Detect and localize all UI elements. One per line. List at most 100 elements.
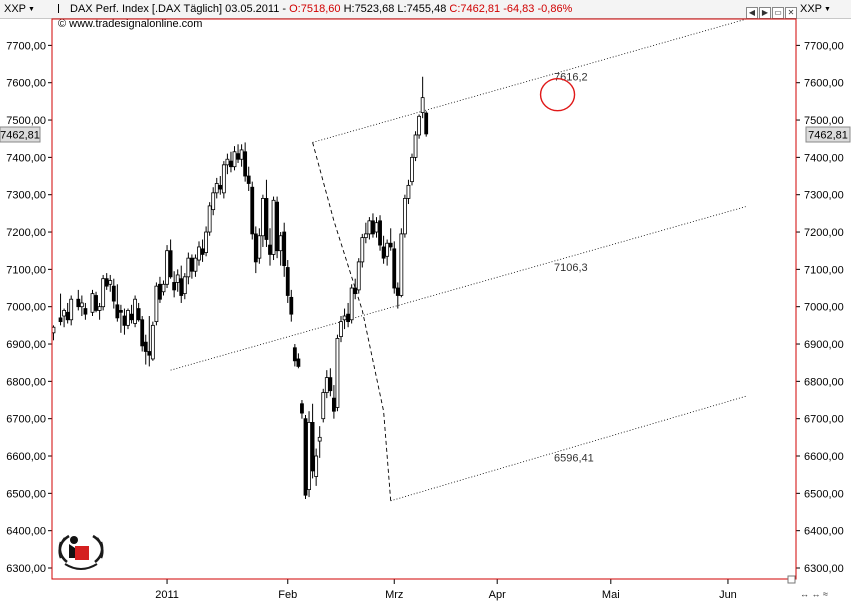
- candle-body: [161, 283, 166, 293]
- candle-body: [229, 160, 233, 168]
- channel-line-upper: [312, 18, 746, 143]
- y-tick-label-right: 6800,00: [804, 376, 844, 388]
- y-tick-label-right: 6900,00: [804, 339, 844, 351]
- y-tick-label-left: 6900,00: [6, 339, 46, 351]
- candle: [292, 344, 297, 367]
- candle: [363, 222, 368, 244]
- y-tick-label-left: 7700,00: [6, 40, 46, 52]
- y-tick-label-left: 6800,00: [6, 376, 46, 388]
- symbol-selector-right[interactable]: XXP ▼: [800, 3, 831, 15]
- candle: [175, 269, 180, 292]
- candle-body: [381, 246, 386, 259]
- candle-body: [289, 296, 294, 315]
- candle: [424, 111, 429, 137]
- website-credit: © www.tradesignalonline.com: [58, 18, 203, 30]
- channel-line-lower: [390, 395, 746, 502]
- candle: [257, 228, 262, 264]
- candle: [346, 302, 351, 328]
- candle: [268, 228, 272, 266]
- candle: [214, 177, 219, 199]
- candle: [381, 235, 386, 264]
- candle: [402, 194, 407, 238]
- highlight-circle: [539, 77, 576, 112]
- candle: [197, 241, 201, 266]
- candle-body: [189, 257, 194, 272]
- candle-body: [257, 235, 262, 259]
- candle-body: [349, 287, 354, 321]
- candle: [264, 179, 269, 247]
- candle: [83, 302, 88, 320]
- y-tick-label-left: 7100,00: [6, 264, 46, 276]
- change-value: -64,83: [503, 3, 535, 15]
- candle-body: [282, 231, 287, 267]
- candle-body: [218, 184, 223, 190]
- candle: [211, 187, 216, 216]
- y-tick-label-left: 7200,00: [6, 227, 46, 239]
- x-axis: 2011 Feb Mrz Apr Mai Jun: [155, 579, 737, 601]
- annotations: 7616,2 7106,3 6596,41: [539, 72, 594, 464]
- candle: [129, 304, 134, 324]
- candle-body: [175, 274, 180, 283]
- candle: [410, 153, 414, 186]
- candle-body: [339, 321, 343, 337]
- candle-body: [165, 250, 169, 285]
- candle-body: [385, 242, 390, 257]
- candle-body: [324, 377, 329, 393]
- instrument-name: DAX Perf. Index [.DAX Täglich]: [70, 3, 223, 15]
- candle: [395, 282, 400, 309]
- candle: [335, 334, 340, 412]
- candle: [76, 289, 81, 311]
- candle-body: [140, 319, 145, 347]
- candle: [193, 254, 198, 277]
- grid-lines: [52, 45, 796, 568]
- y-tick-label-left: 6700,00: [6, 414, 46, 426]
- open-value: O:7518,60: [289, 3, 341, 15]
- candle-body: [402, 198, 407, 235]
- candle-body: [353, 287, 358, 295]
- symbol-selector-left[interactable]: XXP ▼: [4, 3, 35, 15]
- candle-body: [58, 317, 63, 323]
- candle-body: [129, 313, 134, 321]
- candle: [324, 370, 329, 399]
- candle: [282, 222, 287, 277]
- candle: [275, 196, 280, 259]
- candle-body: [388, 242, 393, 248]
- candle: [207, 202, 212, 236]
- y-tick-label-right: 7500,00: [804, 115, 844, 127]
- candle: [250, 181, 255, 240]
- laurel-logo: [58, 534, 104, 570]
- candle: [165, 245, 169, 289]
- candle: [271, 196, 276, 261]
- candle-body: [260, 198, 265, 237]
- candle-body: [410, 156, 414, 183]
- candle-body: [79, 302, 84, 308]
- candle-body: [406, 184, 411, 199]
- candle: [278, 232, 283, 266]
- candle-body: [335, 338, 340, 408]
- candle-body: [90, 293, 95, 313]
- candle: [150, 321, 155, 361]
- candle-body: [154, 285, 159, 323]
- candle: [285, 260, 290, 303]
- candle: [392, 241, 397, 294]
- candle-body: [115, 304, 120, 319]
- scroll-controls[interactable]: ↔ ↔ ≈: [787, 575, 828, 599]
- candle-body: [108, 280, 113, 285]
- candle-body: [292, 347, 297, 362]
- candle-body: [300, 403, 304, 414]
- x-tick-label: Mai: [602, 589, 620, 601]
- candle-body: [303, 418, 308, 496]
- candle-body: [136, 308, 141, 321]
- annotation-label: 6596,41: [554, 452, 594, 464]
- bar-chart-icon: [58, 4, 66, 13]
- candle: [378, 215, 382, 251]
- candle-body: [275, 201, 280, 252]
- candle-body: [417, 115, 422, 136]
- candle-body: [296, 358, 301, 367]
- candle-body: [122, 315, 127, 326]
- candle-body: [76, 298, 81, 308]
- y-tick-label-right: 7600,00: [804, 78, 844, 90]
- candle-body: [197, 246, 201, 261]
- candle: [143, 334, 148, 365]
